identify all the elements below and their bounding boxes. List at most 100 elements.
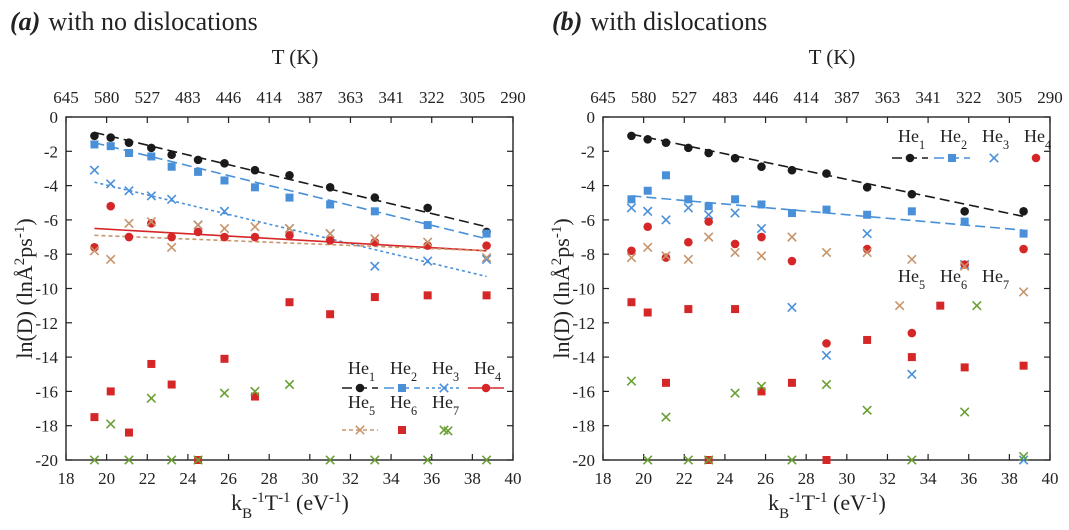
top-tick-label: 483 bbox=[175, 88, 201, 107]
data-point-he7 bbox=[683, 455, 694, 465]
data-point-he2 bbox=[482, 229, 491, 238]
top-tick-label: 322 bbox=[956, 88, 982, 107]
data-point-he2 bbox=[704, 202, 713, 211]
y-tick-label: -2 bbox=[44, 142, 58, 161]
x-tick-label: 36 bbox=[960, 469, 977, 488]
top-tick-label: 305 bbox=[460, 88, 486, 107]
data-point-he2 bbox=[147, 152, 156, 161]
data-point-he7 bbox=[703, 455, 714, 465]
x-tick-label: 36 bbox=[423, 469, 440, 488]
data-point-he1 bbox=[147, 143, 156, 153]
top-tick-label: 363 bbox=[338, 88, 364, 107]
data-point-he7 bbox=[124, 455, 134, 465]
data-point-he5 bbox=[193, 220, 203, 230]
data-point-he4 bbox=[684, 237, 693, 247]
data-point-he5 bbox=[730, 247, 740, 258]
panel-title: (b) with dislocations bbox=[552, 7, 767, 36]
data-point-he3 bbox=[683, 203, 694, 213]
x-tick-label: 24 bbox=[179, 469, 197, 488]
data-point-he2 bbox=[822, 205, 831, 214]
data-point-he7 bbox=[787, 455, 797, 465]
legend-marker-he1 bbox=[355, 383, 365, 393]
y-tick-label: -12 bbox=[572, 314, 595, 333]
panel-title: (a) with no dislocations bbox=[10, 7, 258, 36]
legend-label-he1: He1 bbox=[898, 126, 925, 152]
data-point-he3 bbox=[661, 215, 671, 225]
data-point-he6 bbox=[167, 380, 176, 389]
data-point-he4 bbox=[704, 217, 713, 226]
legend-label-he2: He2 bbox=[390, 358, 417, 384]
x-tick-label: 20 bbox=[98, 469, 115, 488]
data-point-he3 bbox=[105, 179, 116, 189]
top-tick-label: 446 bbox=[216, 88, 242, 107]
data-point-he7 bbox=[821, 379, 832, 390]
data-point-he6 bbox=[250, 392, 259, 401]
data-point-he6 bbox=[731, 305, 740, 314]
data-point-he3 bbox=[626, 203, 637, 213]
data-point-he3 bbox=[862, 228, 872, 239]
data-point-he7 bbox=[284, 379, 295, 390]
series-group bbox=[89, 131, 492, 465]
top-tick-label: 341 bbox=[915, 88, 941, 107]
fit-line-he2 bbox=[94, 141, 487, 240]
data-point-he4 bbox=[124, 232, 134, 242]
data-point-he4 bbox=[193, 227, 203, 237]
legend-marker-he5 bbox=[355, 425, 365, 435]
legend-label-he6: He6 bbox=[940, 266, 967, 292]
x-tick-label: 40 bbox=[505, 469, 522, 488]
x-tick-label: 20 bbox=[635, 469, 652, 488]
data-point-he7 bbox=[756, 381, 767, 392]
data-point-he7 bbox=[166, 455, 177, 465]
top-tick-label: 290 bbox=[500, 88, 526, 107]
data-point-he6 bbox=[124, 428, 133, 437]
data-point-he1 bbox=[220, 159, 229, 168]
data-point-he6 bbox=[936, 301, 945, 310]
data-point-he6 bbox=[482, 291, 491, 300]
data-point-he4 bbox=[250, 232, 260, 242]
data-point-he7 bbox=[146, 393, 157, 404]
legend-label-he4: He4 bbox=[1024, 126, 1051, 152]
data-point-he2 bbox=[285, 193, 294, 202]
data-point-he7 bbox=[193, 455, 203, 465]
data-point-he3 bbox=[481, 254, 492, 265]
data-point-he6 bbox=[147, 359, 156, 368]
x-tick-label: 38 bbox=[1001, 469, 1018, 488]
data-point-he3 bbox=[821, 350, 832, 361]
plot-frame bbox=[602, 116, 1051, 461]
data-point-he3 bbox=[89, 165, 100, 175]
top-tick-label: 363 bbox=[875, 88, 901, 107]
series-group bbox=[626, 131, 1029, 465]
top-tick-label: 414 bbox=[793, 88, 819, 107]
data-point-he3 bbox=[642, 206, 653, 217]
data-point-he5 bbox=[683, 254, 694, 265]
data-point-he1 bbox=[124, 138, 134, 148]
data-point-he1 bbox=[822, 169, 831, 178]
data-point-he1 bbox=[862, 183, 872, 192]
data-point-he6 bbox=[106, 387, 115, 396]
data-point-he2 bbox=[220, 176, 229, 185]
data-point-he7 bbox=[626, 376, 637, 386]
data-point-he4 bbox=[285, 231, 294, 240]
data-point-he7 bbox=[907, 455, 917, 465]
data-point-he1 bbox=[684, 143, 693, 153]
legend-label-he5: He5 bbox=[348, 392, 375, 418]
top-tick-label: 645 bbox=[590, 88, 616, 107]
data-point-he6 bbox=[1019, 361, 1028, 370]
x-tick-label: 32 bbox=[879, 469, 896, 488]
data-point-he4 bbox=[325, 236, 335, 245]
data-point-he6 bbox=[661, 378, 670, 387]
data-point-he6 bbox=[787, 378, 796, 387]
y-tick-label: -8 bbox=[581, 245, 595, 264]
data-point-he7 bbox=[959, 407, 970, 417]
top-tick-label: 483 bbox=[712, 88, 738, 107]
top-axis-label: T (K) bbox=[272, 45, 319, 69]
data-point-he1 bbox=[643, 134, 652, 144]
data-point-he6 bbox=[822, 456, 831, 464]
data-point-he4 bbox=[220, 232, 229, 242]
data-point-he6 bbox=[423, 291, 432, 300]
data-point-he7 bbox=[422, 455, 433, 465]
data-point-he1 bbox=[907, 189, 917, 199]
data-point-he1 bbox=[285, 171, 294, 180]
data-point-he6 bbox=[90, 413, 99, 422]
